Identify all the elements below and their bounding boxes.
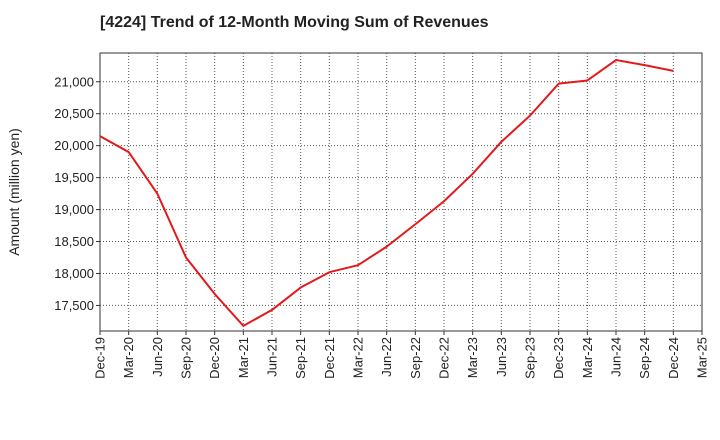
y-axis-label: Amount (million yen) <box>6 128 22 256</box>
x-tick-label: Jun-22 <box>379 337 394 377</box>
y-tick-label: 18,500 <box>54 234 94 249</box>
x-tick-label: Mar-25 <box>695 337 710 378</box>
y-tick-label: 19,000 <box>54 202 94 217</box>
x-tick-label: Jun-20 <box>150 337 165 377</box>
x-tick-label: Sep-22 <box>408 337 423 379</box>
x-tick-label: Dec-22 <box>437 337 452 379</box>
x-tick-label: Dec-24 <box>666 337 681 379</box>
x-tick-label: Mar-21 <box>236 337 251 378</box>
x-tick-label: Jun-24 <box>609 337 624 377</box>
x-tick-label: Jun-23 <box>494 337 509 377</box>
plot-frame <box>99 52 703 332</box>
revenue-series-line <box>99 59 674 327</box>
grid-layer <box>100 53 702 331</box>
x-tick-label: Dec-21 <box>322 337 337 379</box>
x-tick-label: Jun-21 <box>265 337 280 377</box>
x-tick-label: Mar-20 <box>121 337 136 378</box>
x-tick-label: Sep-20 <box>179 337 194 379</box>
chart-title: [4224] Trend of 12-Month Moving Sum of R… <box>100 14 489 31</box>
x-tick-label: Sep-23 <box>523 337 538 379</box>
y-tick-label: 19,500 <box>54 170 94 185</box>
axis-layer: 17,500 18,000 18,500 19,000 19,500 20,000 20,5… <box>54 52 710 379</box>
y-tick-label: 20,000 <box>54 138 94 153</box>
x-tick-label: Mar-23 <box>465 337 480 378</box>
x-tick-label: Mar-22 <box>351 337 366 378</box>
x-tick-label: Dec-19 <box>93 337 108 379</box>
x-tick-label: Dec-23 <box>551 337 566 379</box>
y-tick-label: 17,500 <box>54 298 94 313</box>
x-tick-label: Mar-24 <box>580 337 595 378</box>
x-tick-label: Sep-21 <box>293 337 308 379</box>
y-tick-label: 20,500 <box>54 106 94 121</box>
series-layer <box>99 59 674 327</box>
x-tick-label: Dec-20 <box>207 337 222 379</box>
y-tick-label: 18,000 <box>54 266 94 281</box>
y-tick-label: 21,000 <box>54 74 94 89</box>
x-tick-label: Sep-24 <box>637 337 652 379</box>
